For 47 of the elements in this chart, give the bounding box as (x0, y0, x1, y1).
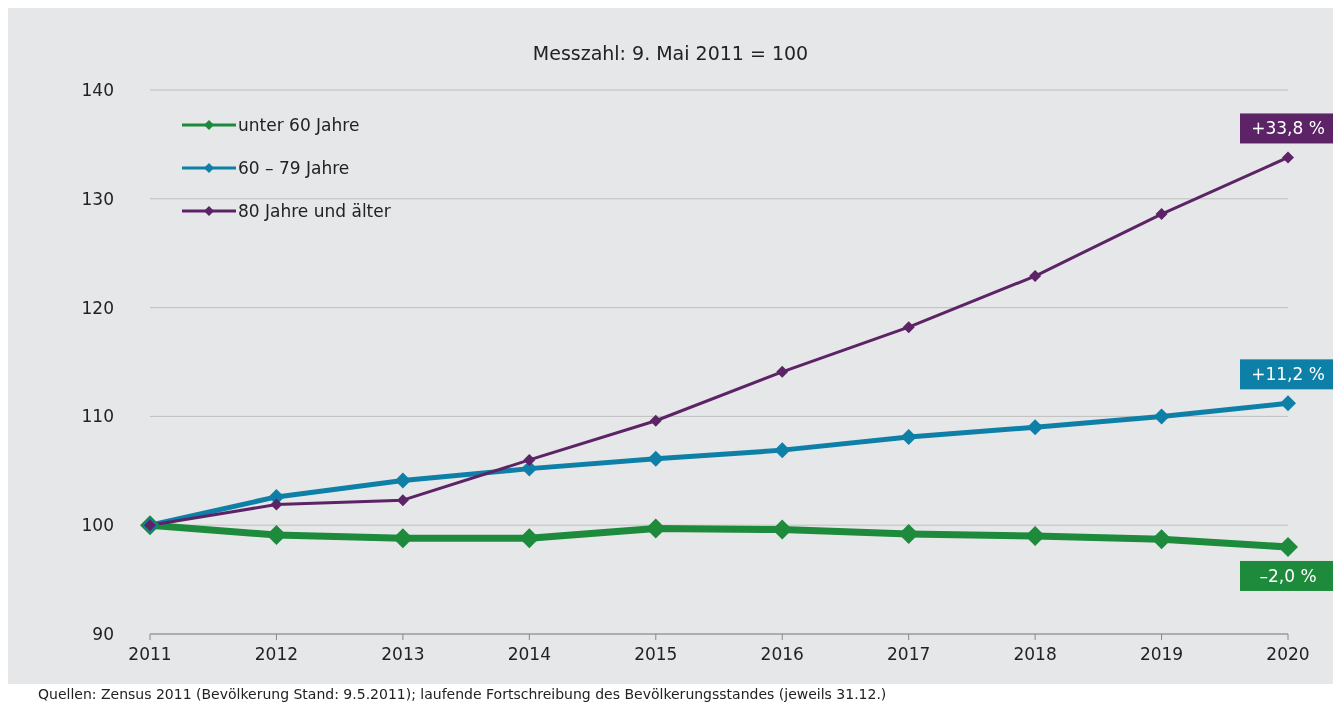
point (1027, 419, 1044, 436)
legend-label: 80 Jahre und älter (238, 200, 391, 221)
point (519, 528, 540, 549)
point (1282, 151, 1294, 164)
x-tick-label: 2020 (1266, 644, 1310, 665)
annotation: +11,2 % (1251, 364, 1325, 385)
point (394, 472, 411, 489)
point (645, 518, 666, 539)
y-tick-label: 100 (81, 515, 114, 536)
point (898, 523, 919, 544)
point (270, 498, 283, 511)
y-tick-label: 140 (81, 80, 114, 101)
legend-label: 60 – 79 Jahre (238, 157, 350, 178)
x-tick-label: 2017 (887, 644, 931, 665)
x-tick-label: 2016 (760, 644, 804, 665)
point (392, 528, 413, 549)
x-tick-label: 2012 (254, 644, 299, 665)
annotation: +33,8 % (1251, 118, 1325, 139)
point (900, 429, 917, 446)
y-tick-label: 110 (81, 406, 114, 427)
x-tick-label: 2014 (507, 644, 551, 665)
point (266, 524, 287, 545)
x-tick-label: 2013 (381, 644, 425, 665)
point (1153, 408, 1170, 425)
point (1278, 536, 1298, 557)
point (649, 414, 662, 427)
source-note: Quellen: Zensus 2011 (Bevölkerung Stand: 9.5.2011); laufende Fortschreibung des Bevölkerungsstandes (jeweils 31.12.) (8, 684, 1333, 708)
x-tick-label: 2018 (1013, 644, 1057, 665)
point (772, 519, 793, 540)
point (902, 321, 915, 334)
point (1151, 529, 1172, 550)
annotation: –2,0 % (1259, 565, 1317, 586)
point (774, 442, 791, 459)
y-tick-label: 90 (92, 624, 114, 645)
point (776, 365, 789, 378)
point (647, 450, 664, 467)
y-tick-label: 130 (81, 188, 114, 209)
point (1280, 395, 1296, 412)
point (523, 453, 536, 466)
x-tick-label: 2019 (1139, 644, 1184, 665)
x-tick-label: 2015 (634, 644, 678, 665)
legend-label: unter 60 Jahre (238, 114, 360, 135)
x-tick-label: 2011 (128, 644, 172, 665)
point (1029, 270, 1042, 283)
chart-title: Messzahl: 9. Mai 2011 = 100 (531, 41, 810, 64)
y-tick-label: 120 (81, 297, 114, 318)
point (1155, 208, 1168, 221)
